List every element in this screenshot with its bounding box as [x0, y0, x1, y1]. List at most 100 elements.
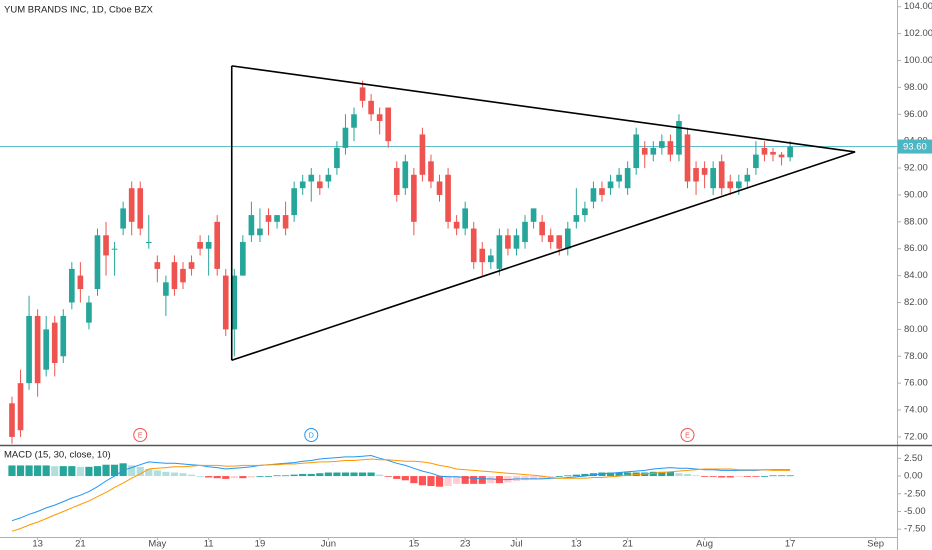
candle-body: [86, 302, 92, 323]
candle-body: [154, 262, 161, 269]
histogram-bar: [350, 472, 358, 477]
candle-body: [505, 235, 511, 249]
histogram-bar: [529, 476, 538, 480]
candle-body: [274, 215, 280, 222]
candle-body: [778, 154, 785, 158]
candle-body: [188, 262, 195, 269]
candle-body: [479, 248, 486, 263]
candle-body: [163, 282, 169, 296]
candle-body: [701, 168, 708, 175]
histogram-bar: [777, 475, 786, 477]
candle-body: [291, 188, 297, 216]
candle-body: [522, 221, 528, 242]
histogram-bar: [51, 466, 59, 477]
histogram-bar: [555, 476, 563, 477]
histogram-bar: [213, 476, 221, 479]
histogram-bar: [145, 468, 153, 477]
candle-body: [667, 141, 674, 155]
histogram-bar: [418, 476, 427, 486]
histogram-bar: [153, 470, 161, 477]
y-tick-label: 74.00: [904, 405, 928, 416]
histogram-bar: [341, 472, 350, 477]
candle-body: [197, 241, 203, 249]
x-tick-label: 13: [571, 539, 582, 550]
candle-body: [180, 268, 186, 283]
y-tick-label: 80.00: [904, 324, 928, 335]
histogram-bar: [367, 472, 375, 477]
histogram-bar: [282, 475, 290, 477]
macd-line: [11, 458, 791, 532]
candle-body: [9, 403, 15, 437]
event-marker: [680, 428, 695, 442]
candle-body: [616, 174, 622, 182]
histogram-bar: [256, 476, 264, 477]
histogram-bar: [435, 476, 444, 487]
candle-body: [496, 235, 503, 269]
histogram-bar: [307, 473, 315, 477]
candle-body: [684, 134, 691, 182]
y-tick-label: 100.00: [904, 55, 932, 66]
candle-body: [599, 188, 605, 195]
macd-y-tick-label: -5.00: [904, 506, 926, 517]
candle-body: [436, 181, 443, 195]
histogram-bar: [487, 476, 495, 484]
histogram-bar: [393, 476, 401, 479]
y-tick-label: 98.00: [904, 82, 928, 93]
histogram-bar: [444, 476, 452, 486]
candle-body: [325, 174, 332, 182]
y-tick-label: 90.00: [904, 189, 928, 200]
candle-body: [26, 315, 32, 384]
candle-body: [530, 208, 537, 222]
histogram-bar: [136, 466, 144, 477]
trend-line: [231, 151, 856, 362]
candle-body: [342, 127, 349, 148]
histogram-bar: [196, 476, 204, 477]
histogram-bar: [128, 465, 136, 477]
histogram-bar: [538, 476, 546, 479]
y-tick-label: 82.00: [904, 297, 928, 308]
candle-body: [513, 235, 520, 249]
histogram-bar: [170, 472, 179, 477]
candle-body: [633, 134, 640, 169]
histogram-bar: [93, 466, 102, 477]
candle-body: [488, 255, 494, 263]
candle-body: [248, 215, 255, 236]
candle-body: [69, 268, 75, 303]
histogram-bar: [299, 473, 307, 477]
x-tick-label: Sep: [867, 539, 884, 550]
x-tick-label: Jul: [510, 539, 522, 550]
histogram-bar: [119, 463, 127, 477]
candle-body: [51, 322, 58, 363]
candle-body: [556, 235, 563, 249]
candle-body: [316, 181, 323, 189]
histogram-bar: [606, 472, 615, 477]
candle-body: [564, 228, 571, 249]
candle-body: [231, 275, 238, 330]
candle-body: [607, 181, 614, 189]
candle-body: [77, 275, 84, 290]
candle-body: [120, 208, 126, 229]
candle-body: [359, 87, 366, 101]
histogram-bar: [624, 472, 632, 477]
histogram-bar: [324, 472, 332, 477]
candle-body: [299, 181, 306, 189]
histogram-bar: [683, 473, 692, 477]
x-tick-label: 17: [785, 539, 796, 550]
candle-body: [787, 146, 793, 158]
y-tick-label: 78.00: [904, 351, 928, 362]
histogram-bar: [547, 476, 555, 477]
histogram-bar: [205, 476, 213, 478]
histogram-bar: [410, 476, 418, 484]
histogram-bar: [85, 466, 93, 477]
candle-body: [753, 154, 759, 169]
candle-body: [539, 221, 545, 236]
histogram-bar: [564, 475, 572, 477]
histogram-bar: [427, 476, 435, 486]
candle-body: [43, 329, 49, 370]
histogram-bar: [760, 476, 769, 477]
x-tick-label: 23: [460, 539, 471, 550]
candle-body: [770, 151, 776, 155]
candle-body: [385, 107, 392, 142]
y-tick-label: 88.00: [904, 216, 928, 227]
